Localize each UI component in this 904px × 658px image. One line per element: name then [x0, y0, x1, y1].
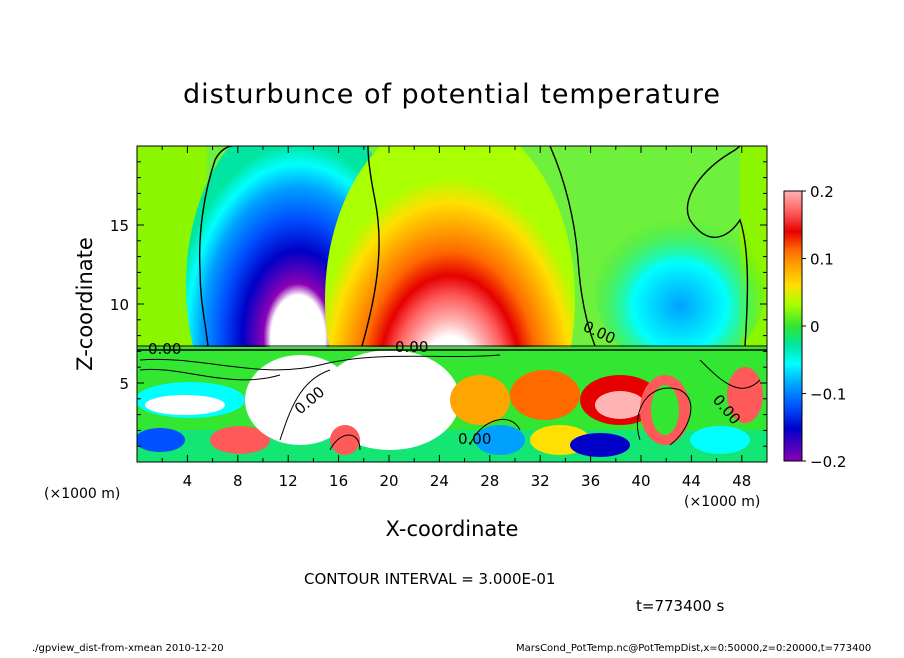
footer-left: ./gpview_dist-from-xmean 2010-12-20	[32, 643, 224, 654]
colorbar-tick-label: 0.1	[810, 251, 834, 269]
contour-label: 0.00	[148, 340, 181, 358]
colorbar-tick-label: −0.1	[810, 386, 846, 404]
colorbar-tick-label: 0.2	[810, 183, 834, 201]
time-label: t=773400 s	[636, 597, 724, 615]
colorbar	[783, 190, 803, 462]
x-tick-label: 32	[531, 472, 550, 490]
weak-negative-region	[595, 210, 765, 370]
x-ticks: 4 8 12 16 20 24 28 32 36 40 44 48	[161, 146, 751, 490]
x-unit-label: (×1000 m)	[684, 494, 760, 510]
colorbar-tick-label: −0.2	[810, 453, 846, 471]
x-tick-label: 24	[430, 472, 449, 490]
y-tick-label: 10	[110, 296, 129, 314]
x-tick-label: 20	[379, 472, 398, 490]
x-tick-label: 40	[631, 472, 650, 490]
chart-title: disturbunce of potential temperature	[183, 79, 721, 110]
plot-area	[137, 146, 767, 462]
footer-right: MarsCond_PotTemp.nc@PotTempDist,x=0:5000…	[516, 643, 871, 654]
x-tick-label: 36	[581, 472, 600, 490]
y-tick-label: 5	[119, 375, 129, 393]
x-tick-label: 48	[732, 472, 751, 490]
colorbar-ticks: 0.2 0.1 0 −0.1 −0.2	[802, 183, 846, 471]
contour-label: 0.00	[395, 338, 428, 356]
y-ticks: 5 10 15	[110, 161, 767, 447]
y-tick-label: 15	[110, 217, 129, 235]
x-axis-label: X-coordinate	[386, 517, 519, 541]
x-tick-label: 8	[233, 472, 243, 490]
x-tick-label: 12	[279, 472, 298, 490]
colorbar-tick-label: 0	[810, 318, 820, 336]
zero-contours	[137, 146, 767, 351]
x-tick-label: 44	[682, 472, 701, 490]
lower-layer-structures	[137, 350, 767, 462]
x-tick-label: 28	[480, 472, 499, 490]
y-unit-label: (×1000 m)	[44, 486, 120, 502]
x-tick-label: 4	[183, 472, 193, 490]
contour-interval: CONTOUR INTERVAL = 3.000E-01	[304, 570, 555, 588]
contour-label: 0.00	[458, 430, 491, 448]
y-axis-label: Z-coordinate	[73, 237, 97, 371]
lower-contours	[139, 354, 761, 451]
x-tick-label: 16	[329, 472, 348, 490]
